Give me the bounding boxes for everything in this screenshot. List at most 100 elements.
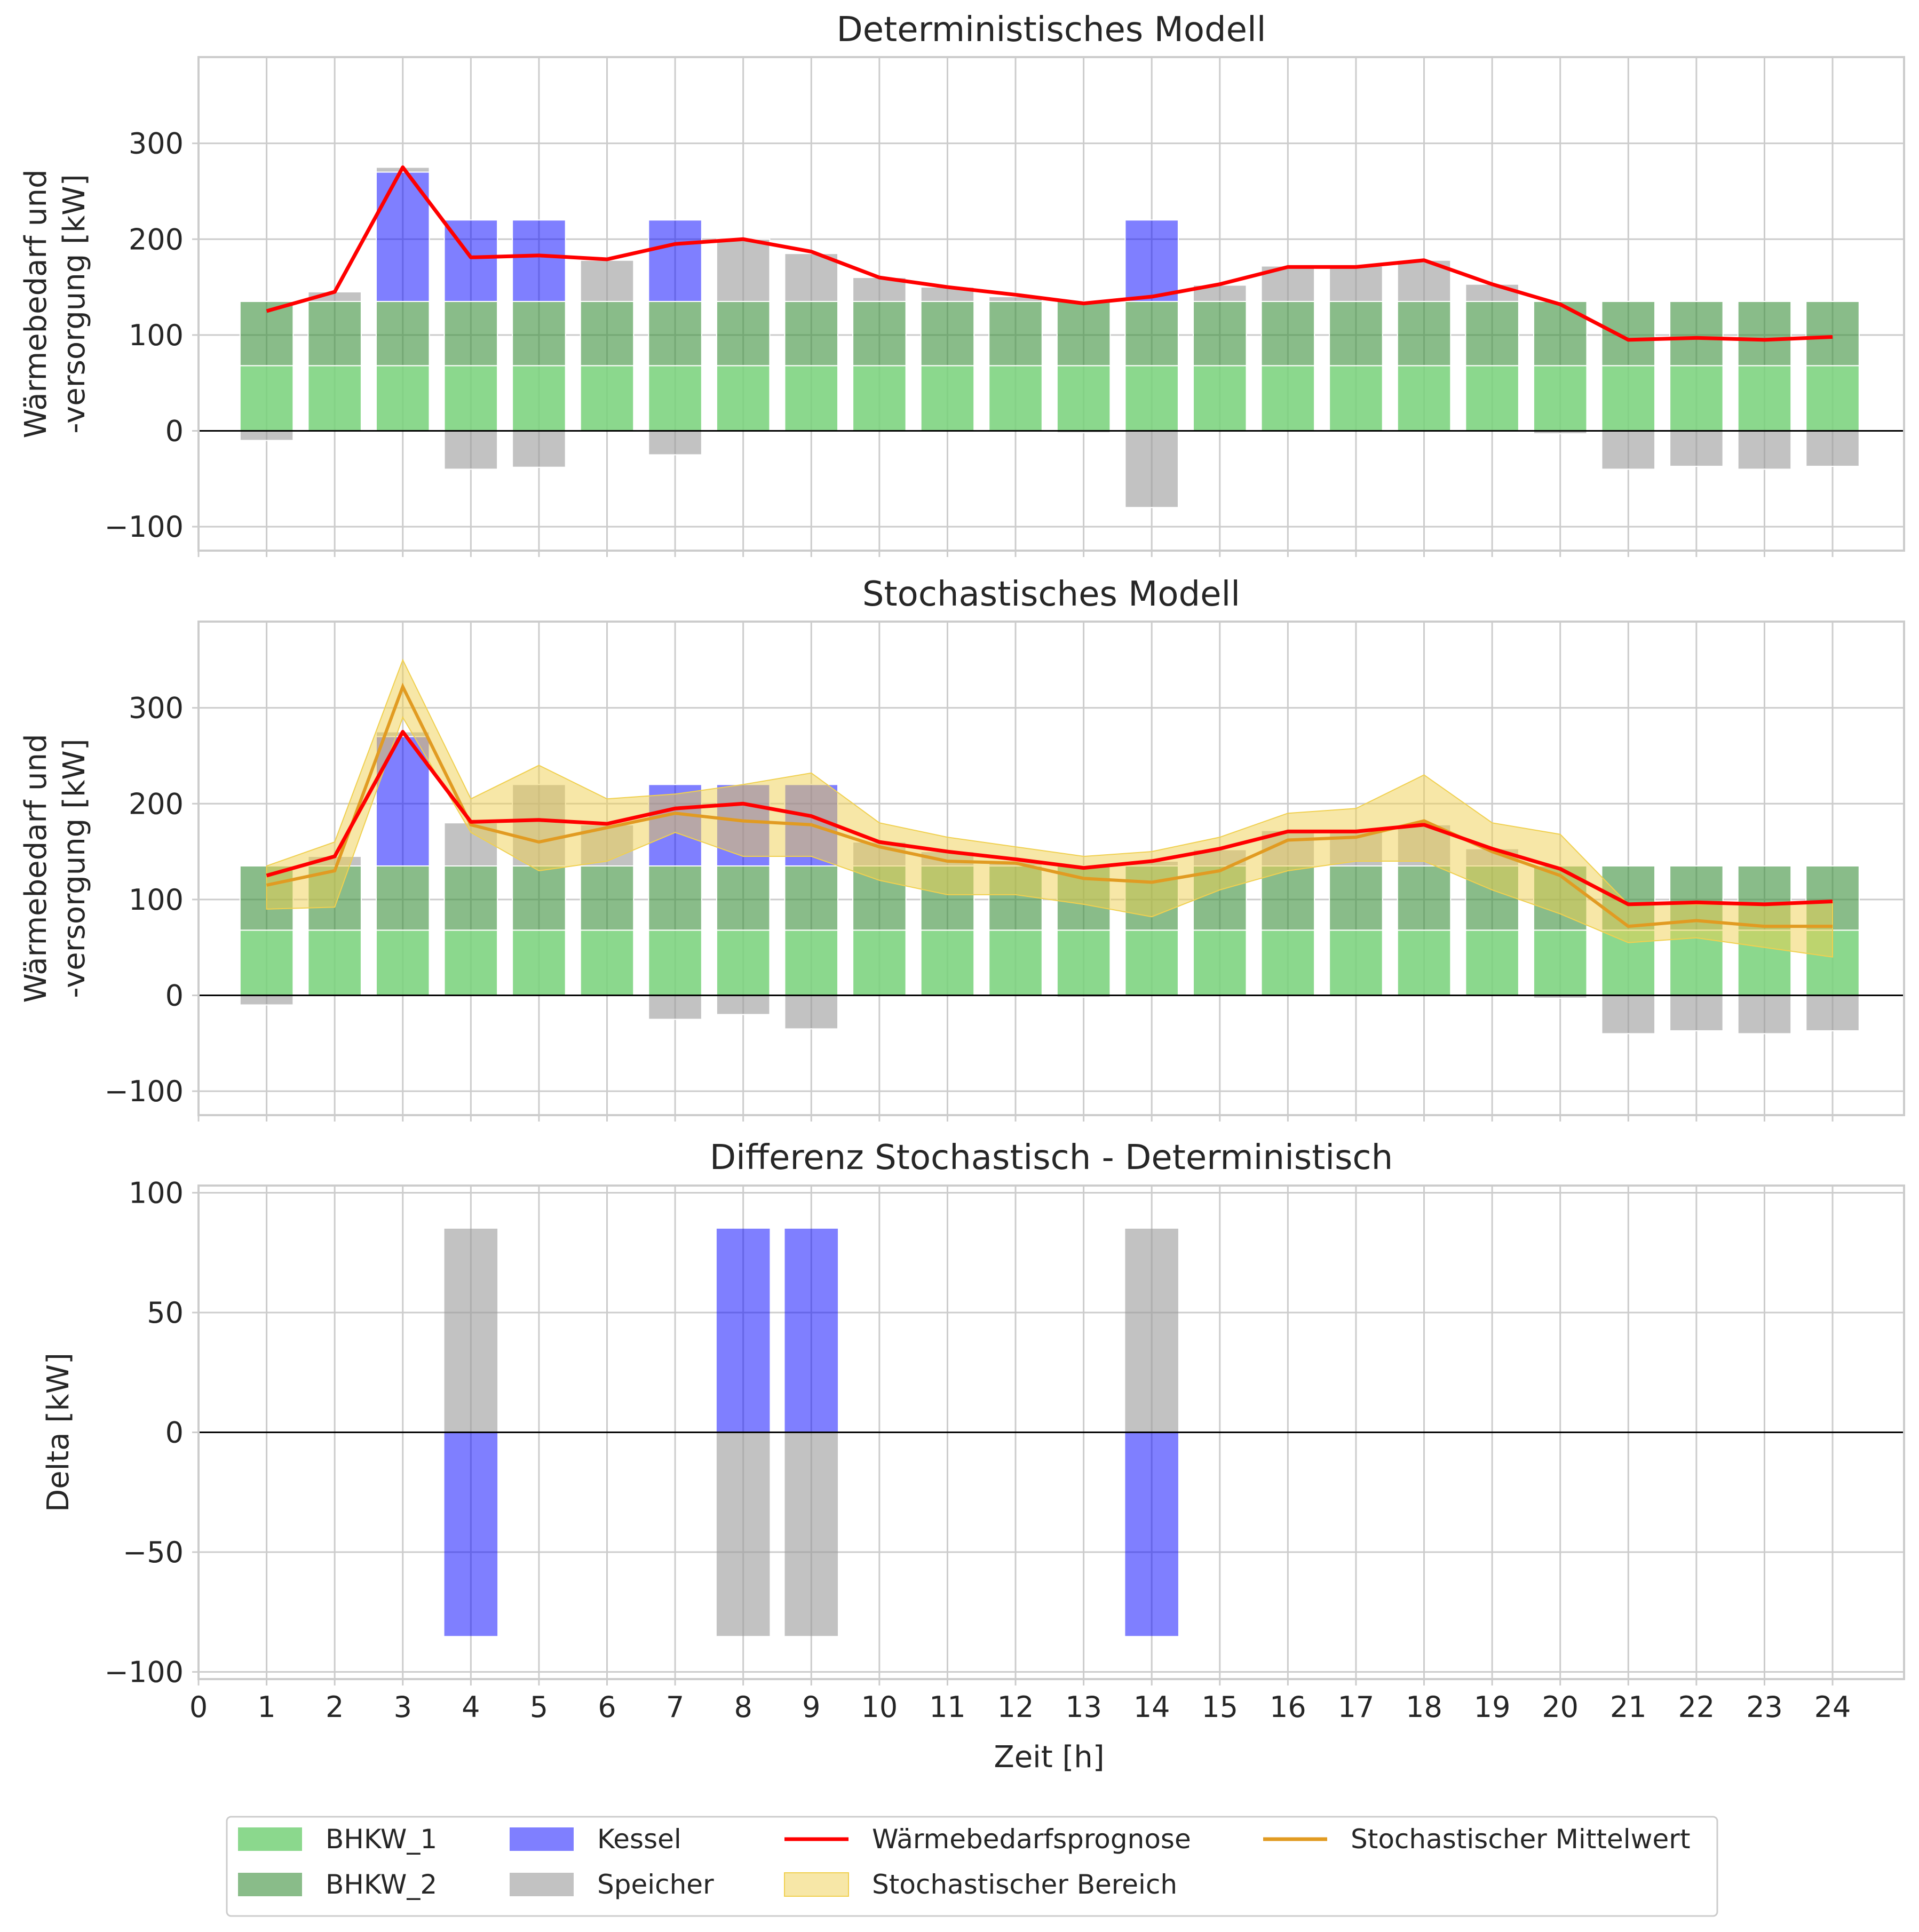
y-tick-label: −50 <box>123 1536 184 1569</box>
bar-kessel <box>716 1228 770 1433</box>
y-tick-label: 200 <box>129 787 184 821</box>
bar-bhkw2 <box>648 301 702 367</box>
x-tick-label: 6 <box>598 1690 616 1724</box>
bar-bhkw2 <box>988 301 1043 367</box>
bars <box>239 166 1860 508</box>
y-tick-label: 300 <box>129 691 184 725</box>
stochastic-mean-line <box>266 682 1833 928</box>
bar-bhkw1 <box>1329 365 1383 432</box>
bar-speicher <box>1329 265 1383 303</box>
bar-bhkw1 <box>1056 929 1111 996</box>
bar-bhkw1 <box>1124 365 1179 432</box>
bar-bhkw1 <box>1397 929 1452 996</box>
bar-bhkw1 <box>852 365 907 432</box>
bar-bhkw1 <box>1193 929 1247 996</box>
legend-label-band: Stochastischer Bereich <box>872 1869 1177 1900</box>
bar-bhkw2 <box>307 301 362 367</box>
bar-bhkw2 <box>1397 301 1452 367</box>
y-tick-label: 0 <box>165 979 184 1012</box>
bar-bhkw1 <box>988 365 1043 432</box>
bar-bhkw2 <box>1601 301 1656 367</box>
y-tick-label: 100 <box>129 319 184 352</box>
bar-bhkw1 <box>1601 365 1656 432</box>
x-tick-label: 24 <box>1814 1690 1851 1724</box>
forecast-line <box>266 165 1833 342</box>
x-tick-label: 1 <box>257 1690 275 1724</box>
bar-kessel <box>1124 219 1179 303</box>
bar-bhkw2 <box>375 865 430 931</box>
bar-bhkw2 <box>512 301 566 367</box>
panel-title: Differenz Stochastisch - Deterministisch <box>710 1138 1393 1178</box>
x-tick-label: 5 <box>530 1690 548 1724</box>
bar-speicher <box>1805 995 1860 1031</box>
legend-label-mean: Stochastischer Mittelwert <box>1351 1824 1690 1855</box>
bar-speicher <box>1669 430 1724 467</box>
bar-bhkw1 <box>716 929 771 996</box>
bar-kessel <box>444 1432 498 1636</box>
legend-swatch-bhkw1 <box>238 1827 302 1851</box>
bar-bhkw1 <box>239 365 294 432</box>
bar-bhkw2 <box>784 301 839 367</box>
bar-speicher <box>1601 995 1656 1035</box>
y-tick-label: −100 <box>105 1656 184 1689</box>
axes-frame <box>197 1184 1905 1680</box>
x-tick-label: 9 <box>802 1690 820 1724</box>
x-tick-label: 7 <box>666 1690 684 1724</box>
bar-bhkw1 <box>1533 365 1588 432</box>
bar-kessel <box>648 219 702 303</box>
bar-speicher <box>443 430 498 470</box>
bar-speicher <box>784 1432 838 1636</box>
x-tick-label: 18 <box>1406 1690 1442 1724</box>
x-tick-label: 8 <box>734 1690 752 1724</box>
bar-speicher <box>1669 995 1724 1031</box>
y-axis-label: Wärmebedarf und <box>19 169 53 438</box>
bar-bhkw1 <box>1260 929 1315 996</box>
x-tick-label: 17 <box>1338 1690 1375 1724</box>
bar-bhkw2 <box>1329 301 1383 367</box>
y-tick-label: 100 <box>129 1176 184 1210</box>
bar-speicher <box>648 430 702 456</box>
bar-bhkw1 <box>852 929 907 996</box>
y-axis-label: -versorgung [kW] <box>57 174 92 433</box>
bar-bhkw1 <box>1465 929 1519 996</box>
bar-speicher <box>580 259 635 303</box>
legend-label-forecast: Wärmebedarfsprognose <box>872 1824 1191 1855</box>
bar-bhkw2 <box>1397 865 1452 931</box>
bar-bhkw1 <box>1124 929 1179 996</box>
legend-label-speicher: Speicher <box>597 1869 714 1900</box>
bar-bhkw1 <box>920 929 975 996</box>
panel-stochastic: −100 0 100 200 300 Stochastisches Modell Wärme… <box>19 575 1905 1122</box>
bar-bhkw1 <box>784 929 839 996</box>
x-tick-label: 2 <box>326 1690 344 1724</box>
bar-bhkw1 <box>1669 929 1724 996</box>
bar-bhkw1 <box>307 365 362 432</box>
bar-speicher <box>1805 430 1860 467</box>
bar-bhkw2 <box>784 865 839 931</box>
bar-bhkw2 <box>443 301 498 367</box>
bar-bhkw2 <box>239 301 294 367</box>
bar-bhkw2 <box>1737 301 1792 367</box>
y-axis-label: Delta [kW] <box>41 1353 76 1512</box>
legend-label-kessel: Kessel <box>597 1824 681 1855</box>
x-tick-label: 4 <box>462 1690 480 1724</box>
y-tick-label: 50 <box>147 1296 184 1330</box>
bar-bhkw2 <box>1805 301 1860 367</box>
bar-bhkw2 <box>580 301 635 367</box>
bar-bhkw1 <box>716 365 771 432</box>
x-tick-label: 22 <box>1678 1690 1715 1724</box>
legend-label-bhkw1: BHKW_1 <box>326 1824 437 1855</box>
x-tick-label: 11 <box>929 1690 966 1724</box>
bar-bhkw2 <box>443 865 498 931</box>
bar-speicher <box>1465 283 1519 303</box>
x-axis-label: Zeit [h] <box>994 1740 1104 1775</box>
axes-frame <box>197 621 1905 1116</box>
bar-bhkw1 <box>443 929 498 996</box>
bar-bhkw1 <box>988 929 1043 996</box>
y-tick-label: −100 <box>105 1075 184 1108</box>
x-tick-label: 19 <box>1474 1690 1511 1724</box>
bar-speicher <box>444 1228 498 1433</box>
bar-bhkw2 <box>920 301 975 367</box>
bar-bhkw1 <box>1329 929 1383 996</box>
bar-bhkw1 <box>1737 365 1792 432</box>
bar-bhkw1 <box>375 365 430 432</box>
